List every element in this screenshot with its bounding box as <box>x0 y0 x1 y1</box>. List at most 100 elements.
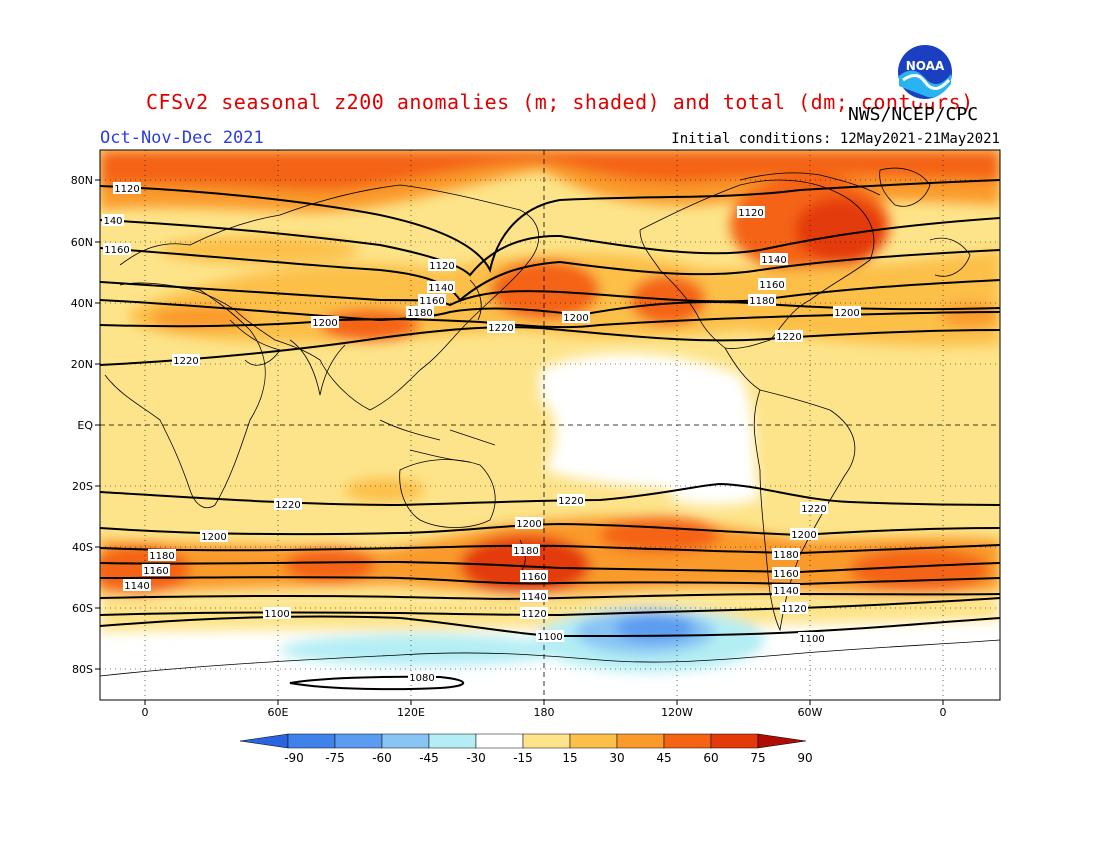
lat-label: 80S <box>72 663 93 676</box>
colorbar-tick-label: -60 <box>372 751 392 765</box>
contour-label: 1140 <box>520 590 548 603</box>
contour-label: 1200 <box>790 528 818 541</box>
svg-text:1220: 1220 <box>488 323 513 334</box>
svg-text:1160: 1160 <box>143 566 168 577</box>
colorbar-swatch <box>522 733 571 749</box>
contour-label: 1200 <box>515 517 543 530</box>
colorbar-tick-label: 30 <box>609 751 624 765</box>
svg-text:1180: 1180 <box>513 546 538 557</box>
svg-text:1120: 1120 <box>114 184 139 195</box>
colorbar-tick-label: 45 <box>656 751 671 765</box>
contour-label: 1180 <box>148 549 176 562</box>
lat-label: 40N <box>71 297 93 310</box>
contour-label: 1120 <box>737 206 765 219</box>
colorbar-tick-label: -45 <box>419 751 439 765</box>
colorbar-tick-label: 60 <box>703 751 718 765</box>
svg-text:1200: 1200 <box>791 530 816 541</box>
lat-label: 40S <box>72 541 93 554</box>
svg-text:1160: 1160 <box>419 296 444 307</box>
colorbar-swatch <box>287 733 336 749</box>
colorbar-swatch <box>475 733 524 749</box>
contour-label: 1180 <box>748 294 776 307</box>
svg-text:1220: 1220 <box>776 332 801 343</box>
contour-label: 1100 <box>263 607 291 620</box>
contour-label: 1160 <box>418 294 446 307</box>
contour-label: 1120 <box>780 602 808 615</box>
contour-label: 1080 <box>408 671 436 684</box>
svg-text:1220: 1220 <box>801 504 826 515</box>
contour-label: 1140 <box>760 253 788 266</box>
lon-label: 0 <box>940 706 947 719</box>
contour-label: 1200 <box>311 316 339 329</box>
svg-text:1160: 1160 <box>773 569 798 580</box>
svg-text:1140: 1140 <box>521 592 546 603</box>
contour-label: 1160 <box>520 570 548 583</box>
colorbar-swatch <box>616 733 665 749</box>
contour-label: 1200 <box>833 306 861 319</box>
lon-label: 180 <box>534 706 555 719</box>
colorbar-arrow-left <box>239 733 289 749</box>
lat-axis: 80N 60N 40N 20N EQ 20S 40S 60S 80S <box>71 174 94 676</box>
contour-label: 1120 <box>428 259 456 272</box>
svg-text:140: 140 <box>103 216 122 227</box>
svg-text:1100: 1100 <box>264 609 289 620</box>
colorbar-swatch <box>710 733 759 749</box>
svg-text:1180: 1180 <box>773 550 798 561</box>
contour-label: 1220 <box>274 498 302 511</box>
colorbar-arrow-right <box>757 733 807 749</box>
colorbar-swatch <box>381 733 430 749</box>
contour-label: 1160 <box>142 564 170 577</box>
lat-label: 20N <box>71 358 93 371</box>
colorbar-swatch <box>334 733 383 749</box>
lat-label: 60N <box>71 236 93 249</box>
colorbar-swatch <box>569 733 618 749</box>
svg-text:1220: 1220 <box>173 356 198 367</box>
colorbar-tick-label: 15 <box>562 751 577 765</box>
colorbar-tick-label: -15 <box>513 751 533 765</box>
contour-label: 1200 <box>562 311 590 324</box>
noaa-logo: NOAA <box>894 41 956 103</box>
lon-label: 120E <box>397 706 425 719</box>
contour-label: 1160 <box>758 278 786 291</box>
map-title: CFSv2 seasonal z200 anomalies (m; shaded… <box>146 90 974 114</box>
colorbar-tick-label: -75 <box>325 751 345 765</box>
agency-label: NWS/NCEP/CPC <box>848 104 979 125</box>
colorbar-tick-label: -30 <box>466 751 486 765</box>
svg-text:1220: 1220 <box>558 496 583 507</box>
contour-label: 1160 <box>103 243 131 256</box>
contour-label: 1100 <box>536 630 564 643</box>
svg-text:1080: 1080 <box>409 673 434 684</box>
svg-text:1180: 1180 <box>149 551 174 562</box>
svg-text:1200: 1200 <box>563 313 588 324</box>
svg-text:1220: 1220 <box>275 500 300 511</box>
height-contours <box>100 179 1000 691</box>
contour-label: 1180 <box>512 544 540 557</box>
svg-text:1100: 1100 <box>799 634 824 645</box>
contour-labels: 1120 140 1160 1120 1140 1160 1180 1200 1… <box>102 182 861 684</box>
season-label: Oct-Nov-Dec 2021 <box>100 128 264 148</box>
lat-label: 20S <box>72 480 93 493</box>
contour-label: 1140 <box>427 281 455 294</box>
contour-label: 1220 <box>172 354 200 367</box>
svg-text:1160: 1160 <box>521 572 546 583</box>
svg-text:1120: 1120 <box>781 604 806 615</box>
svg-text:1180: 1180 <box>749 296 774 307</box>
contour-label: 1140 <box>123 579 151 592</box>
contour-label: 1220 <box>775 330 803 343</box>
lat-ticks <box>95 179 944 705</box>
svg-text:1200: 1200 <box>201 532 226 543</box>
lon-label: 120W <box>661 706 693 719</box>
svg-text:1200: 1200 <box>312 318 337 329</box>
svg-text:1180: 1180 <box>407 308 432 319</box>
contour-label: 1160 <box>772 567 800 580</box>
contour-label: 140 <box>102 214 124 227</box>
lat-label: 80N <box>71 174 93 187</box>
lon-axis: 0 60E 120E 180 120W 60W 0 <box>142 706 947 719</box>
lon-label: 60W <box>798 706 823 719</box>
svg-text:1160: 1160 <box>104 245 129 256</box>
lon-label: 0 <box>142 706 149 719</box>
initial-conditions-label: Initial conditions: 12May2021-21May2021 <box>671 131 1000 147</box>
svg-text:1160: 1160 <box>759 280 784 291</box>
colorbar-swatch <box>663 733 712 749</box>
